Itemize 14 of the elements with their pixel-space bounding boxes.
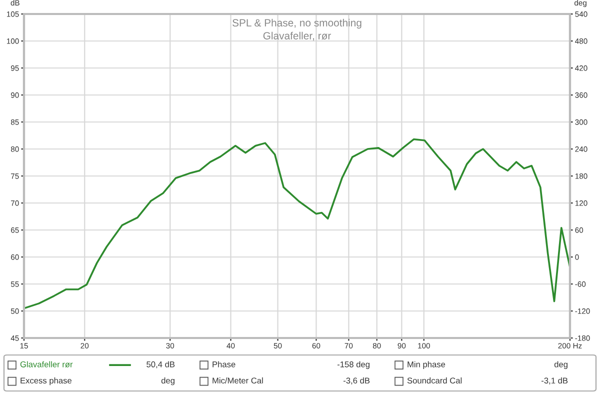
text: deg (554, 361, 568, 369)
text: -3,6 dB (344, 377, 370, 384)
text: 50,4 dB (146, 361, 175, 368)
text: Glavafeller rør (20, 361, 73, 368)
text: Glavafeller, rør (263, 32, 331, 41)
text: Mic/Meter Cal (212, 377, 263, 384)
text: -158 deg (337, 361, 370, 369)
chart-title: SPL & Phase, no smoothing (232, 18, 362, 29)
text: Excess phase (20, 377, 72, 386)
text: Min phase (408, 361, 446, 369)
text: deg (161, 377, 174, 386)
text: -3,1 dB (542, 377, 568, 384)
text: Soundcard Cal (407, 377, 462, 384)
text: Phase (212, 361, 236, 368)
